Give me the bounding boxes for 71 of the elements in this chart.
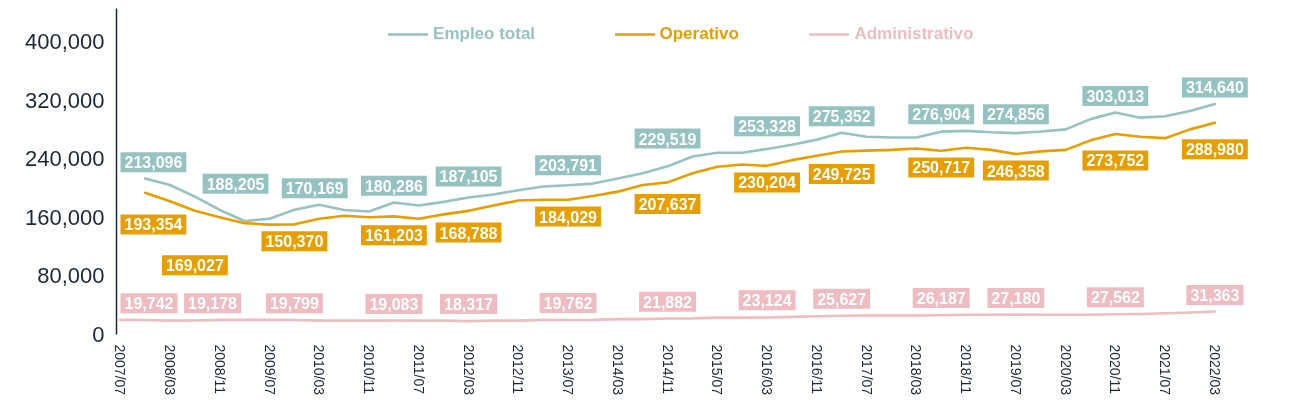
data-label: 188,205 [206,175,265,193]
data-label: 19,178 [188,295,238,313]
data-label: 246,358 [986,162,1045,180]
data-label: 170,169 [285,180,344,198]
data-label: 19,742 [124,295,174,313]
data-label: 207,637 [638,196,697,214]
legend-label: Empleo total [433,24,536,44]
data-label: 253,328 [738,118,797,136]
data-label: 314,640 [1185,79,1244,97]
x-tick-label: 2020/11 [1107,344,1124,395]
data-label: 19,762 [543,295,593,313]
data-label: 250,717 [912,159,971,177]
data-label: 27,180 [991,289,1041,307]
x-tick-label: 2011/07 [410,344,427,395]
data-label: 273,752 [1086,152,1145,170]
data-label: 25,627 [817,290,867,308]
x-tick-label: 2019/07 [1007,344,1024,396]
data-label: 169,027 [165,257,224,275]
x-tick-label: 2009/07 [261,344,278,396]
x-tick-label: 2007/07 [112,344,129,396]
legend-label: Administrativo [854,24,974,44]
x-tick-label: 2008/03 [161,344,178,396]
data-label: 21,882 [643,293,693,311]
y-tick-label: 320,000 [24,87,105,113]
y-tick-label: 80,000 [37,263,105,289]
x-tick-label: 2010/03 [311,344,328,396]
y-tick-label: 0 [92,322,105,347]
data-label: 18,317 [444,295,494,313]
data-label: 19,799 [269,295,319,313]
data-label: 229,519 [638,130,697,148]
x-tick-label: 2014/03 [609,344,626,396]
x-tick-label: 2017/07 [858,344,875,396]
data-label: 161,203 [364,227,423,245]
data-label: 249,725 [812,165,871,183]
x-tick-label: 2018/03 [908,344,925,396]
data-label: 276,904 [912,106,971,124]
legend-label: Operativo [659,24,739,44]
data-label: 275,352 [812,108,871,126]
data-label: 180,286 [364,177,423,195]
x-tick-label: 2018/11 [958,344,975,395]
y-tick-label: 160,000 [24,204,105,230]
y-tick-label: 240,000 [24,146,105,172]
x-tick-label: 2010/11 [361,344,378,395]
data-label: 168,788 [439,224,498,242]
data-label: 213,096 [124,154,183,172]
data-label: 184,029 [539,208,598,226]
x-tick-label: 2014/11 [659,344,676,395]
y-tick-label: 400,000 [24,28,105,54]
data-label: 150,370 [265,233,324,251]
x-tick-label: 2008/11 [211,344,228,395]
x-tick-label: 2013/07 [560,344,577,396]
data-label: 19,083 [369,295,419,313]
data-label: 193,354 [124,216,183,234]
x-tick-label: 2015/07 [709,344,726,396]
data-label: 303,013 [1086,87,1145,105]
data-label: 31,363 [1190,286,1240,304]
data-label: 26,187 [916,290,966,308]
data-label: 187,105 [439,168,498,186]
x-tick-label: 2021/07 [1157,344,1174,396]
data-label: 23,124 [742,292,792,310]
data-label: 27,562 [1090,289,1140,307]
data-label: 274,856 [986,106,1045,124]
x-tick-label: 2012/11 [510,344,527,395]
x-tick-label: 2022/03 [1206,344,1223,396]
x-tick-label: 2016/11 [808,344,825,395]
data-label: 230,204 [738,174,797,192]
data-label: 203,791 [539,157,598,175]
x-tick-label: 2012/03 [460,344,477,396]
x-tick-label: 2020/03 [1057,344,1074,396]
x-tick-label: 2016/03 [759,344,776,396]
data-label: 288,980 [1185,141,1244,159]
